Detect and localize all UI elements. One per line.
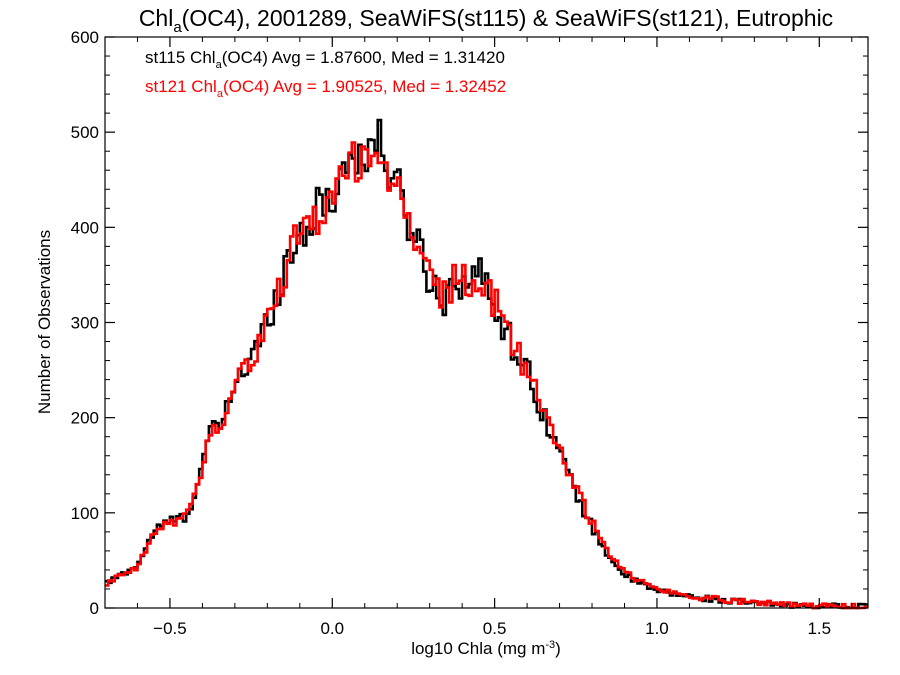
y-tick-label: 0 <box>90 599 99 618</box>
y-tick-label: 600 <box>71 28 99 47</box>
y-tick-label: 400 <box>71 218 99 237</box>
x-ticks: −0.5 0.0 0.5 1.0 1.5 <box>136 37 853 638</box>
chart-title: Chla(OC4), 2001289, SeaWiFS(st115) & Sea… <box>139 5 833 36</box>
plot-frame <box>104 36 869 609</box>
annotation-st121: st121 Chla(OC4) Avg = 1.90525, Med = 1.3… <box>145 77 506 100</box>
y-tick-label: 500 <box>71 123 99 142</box>
histogram-series-1 <box>105 141 868 610</box>
x-tick-label: −0.5 <box>153 619 187 638</box>
x-tick-label: 0.5 <box>483 619 507 638</box>
y-tick-label: 200 <box>71 409 99 428</box>
y-tick-label: 100 <box>71 504 99 523</box>
annotation-st115: st115 Chla(OC4) Avg = 1.87600, Med = 1.3… <box>145 48 505 71</box>
y-axis-label: Number of Observations <box>35 230 54 414</box>
x-tick-label: 0.0 <box>320 619 344 638</box>
x-tick-label: 1.0 <box>645 619 669 638</box>
x-tick-label: 1.5 <box>807 619 831 638</box>
plot-series <box>105 118 868 610</box>
x-axis-label: log10 Chla (mg m-3) <box>411 639 561 658</box>
y-tick-label: 300 <box>71 314 99 333</box>
y-ticks: 0 100 200 300 400 500 600 <box>71 28 868 618</box>
histogram-series-0 <box>105 118 868 610</box>
